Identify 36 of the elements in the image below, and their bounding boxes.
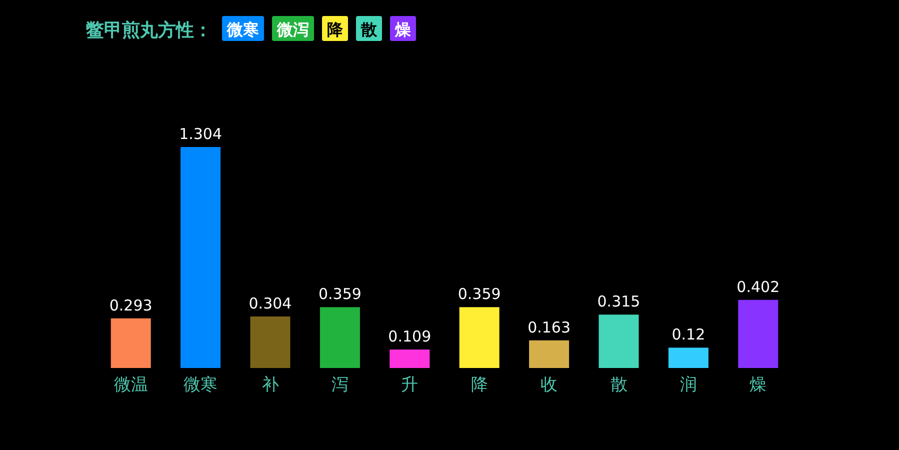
text: 散 xyxy=(360,20,378,39)
data-label: 0.12 xyxy=(672,326,706,344)
bar xyxy=(738,300,778,368)
text: 降 xyxy=(327,20,344,39)
chart-title: 鳖甲煎丸方性： xyxy=(86,20,212,41)
text: 微泻 xyxy=(276,20,309,39)
data-label: 0.315 xyxy=(597,292,640,311)
x-tick-label: 润 xyxy=(680,375,697,395)
bar xyxy=(180,147,221,368)
bar xyxy=(668,348,708,368)
data-label: 0.359 xyxy=(318,285,362,304)
x-tick-label: 燥 xyxy=(750,375,767,395)
data-label: 0.293 xyxy=(109,296,152,314)
x-tick-label: 升 xyxy=(401,375,418,395)
text: 微寒 xyxy=(226,20,259,39)
x-tick-label: 微温 xyxy=(114,375,148,395)
x-tick-label: 微寒 xyxy=(184,375,218,395)
x-tick-label: 泻 xyxy=(331,375,348,395)
data-label: 1.304 xyxy=(179,125,222,143)
text: 燥 xyxy=(394,20,411,39)
data-label: 0.163 xyxy=(528,318,571,336)
bar xyxy=(320,307,360,368)
x-tick-label: 降 xyxy=(470,375,488,395)
bar xyxy=(459,307,500,368)
bar xyxy=(529,340,570,368)
bar xyxy=(390,350,430,368)
bar xyxy=(250,316,290,368)
x-tick-label: 收 xyxy=(540,375,558,395)
data-label: 0.359 xyxy=(458,285,501,304)
bar xyxy=(598,314,639,368)
bar xyxy=(110,318,151,368)
data-label: 0.109 xyxy=(388,328,432,346)
x-tick-label: 补 xyxy=(262,375,279,395)
data-label: 0.402 xyxy=(736,278,780,296)
x-tick-label: 散 xyxy=(610,375,628,395)
data-label: 0.304 xyxy=(248,294,292,312)
